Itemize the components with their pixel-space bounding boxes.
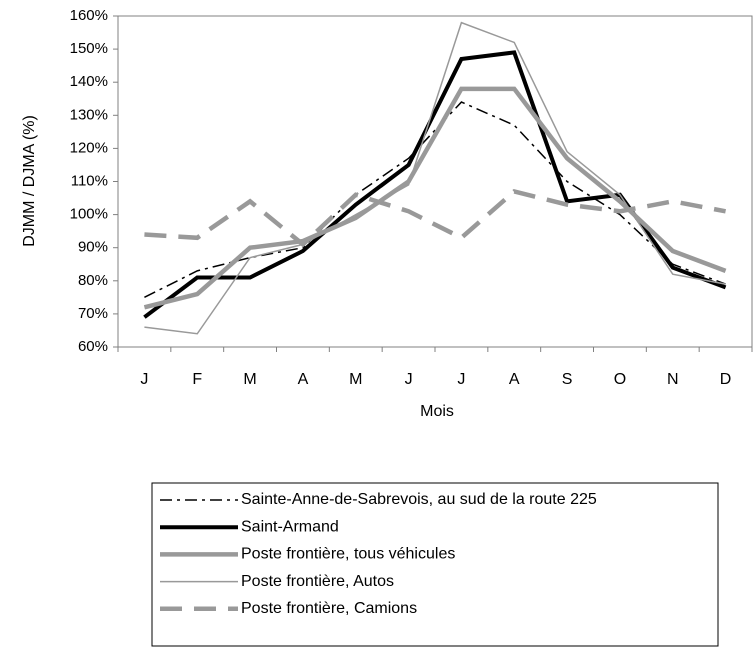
- series-line: [144, 188, 726, 248]
- y-axis-title: DJMM / DJMA (%): [21, 115, 38, 247]
- series-line: [144, 101, 726, 299]
- legend-label: Poste frontière, Camions: [241, 600, 417, 617]
- series-line: [143, 50, 727, 319]
- y-tick-label: 110%: [71, 172, 108, 189]
- legend-label: Saint-Armand: [241, 518, 339, 535]
- legend-label: Sainte-Anne-de-Sabrevois, au sud de la r…: [241, 491, 597, 508]
- series-line: [143, 86, 727, 310]
- y-tick-label: 150%: [70, 40, 108, 57]
- y-tick-label: 140%: [70, 73, 108, 90]
- y-tick-label: 70%: [78, 305, 108, 322]
- y-tick-label: 100%: [70, 206, 108, 223]
- x-tick-label: D: [720, 371, 732, 388]
- y-tick-label: 120%: [70, 139, 108, 156]
- series-line: [144, 21, 726, 335]
- x-tick-label: O: [614, 371, 626, 388]
- x-tick-label: S: [562, 371, 573, 388]
- x-tick-label: M: [349, 371, 362, 388]
- x-tick-label: A: [298, 371, 309, 388]
- x-tick-label: J: [457, 371, 465, 388]
- plot-frame: [117, 15, 753, 348]
- y-tick-label: 90%: [78, 239, 108, 256]
- x-tick-label: M: [243, 371, 256, 388]
- x-tick-label: J: [140, 371, 148, 388]
- x-tick-label: A: [509, 371, 520, 388]
- x-axis-title: Mois: [420, 403, 454, 420]
- legend-label: Poste frontière, Autos: [241, 573, 394, 590]
- x-tick-label: F: [192, 371, 202, 388]
- y-tick-label: 160%: [70, 7, 108, 24]
- y-tick-label: 80%: [78, 272, 108, 289]
- x-tick-label: J: [405, 371, 413, 388]
- x-tick-label: N: [667, 371, 679, 388]
- y-tick-label: 130%: [70, 106, 108, 123]
- legend-label: Poste frontière, tous véhicules: [241, 546, 455, 563]
- legend-box: [151, 482, 719, 647]
- y-tick-label: 60%: [78, 338, 108, 355]
